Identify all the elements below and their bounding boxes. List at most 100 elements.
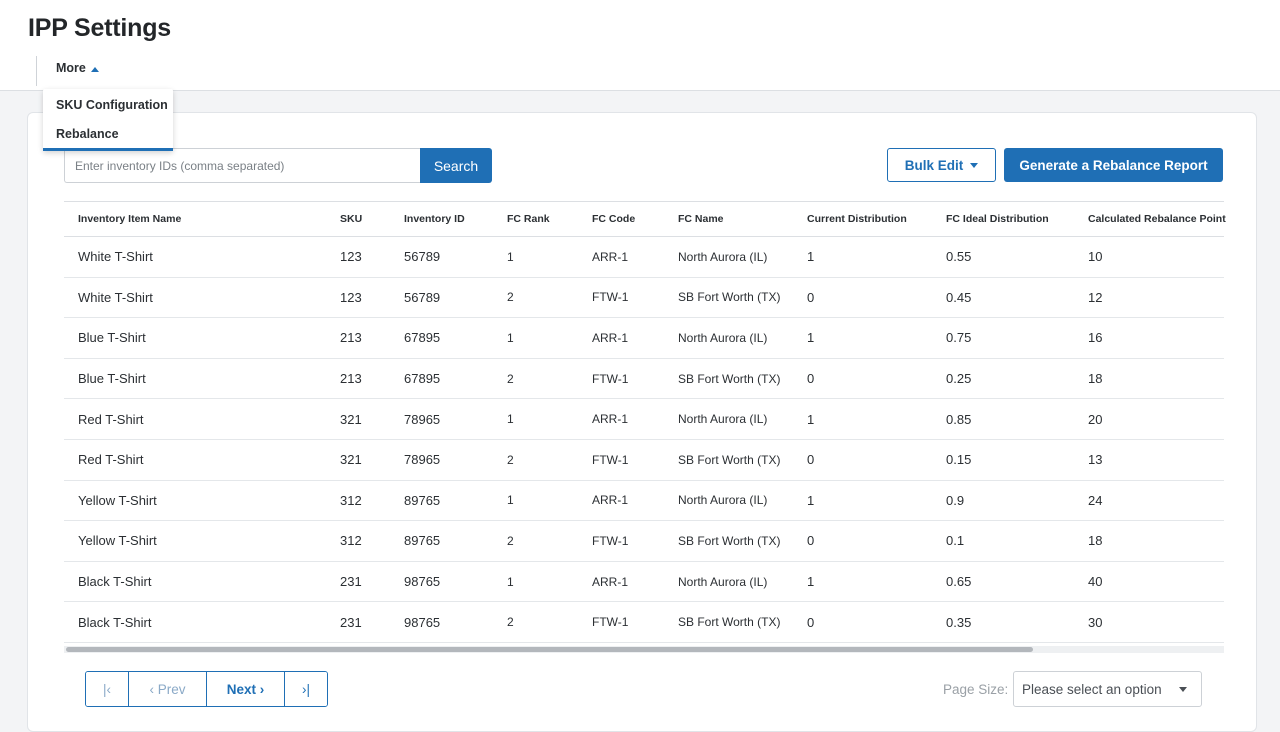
table-row[interactable]: Black T-Shirt 231 98765 1 ARR-1 North Aurora …: [64, 561, 1224, 603]
cell-fc-ideal-distribution: 0.65: [932, 561, 1074, 603]
cell-fc-rank: 1: [493, 398, 578, 440]
cell-current-distribution: 0: [793, 277, 932, 319]
cell-fc-ideal-distribution: 0.45: [932, 277, 1074, 319]
next-page-button[interactable]: Next ›: [207, 672, 285, 706]
column-header-fc-ideal-distribution[interactable]: FC Ideal Distribution: [932, 201, 1074, 237]
cell-item-name: Blue T-Shirt: [64, 317, 326, 359]
table-row[interactable]: White T-Shirt 123 56789 2 FTW-1 SB Fort Worth…: [64, 277, 1224, 319]
cell-fc-ideal-distribution: 0.9: [932, 480, 1074, 522]
page-header: IPP Settings More: [0, 0, 1280, 91]
cell-inventory-id: 56789: [390, 236, 493, 278]
horizontal-scrollbar[interactable]: [64, 646, 1224, 653]
cell-calculated-rebalance-point: 18: [1074, 358, 1224, 400]
cell-fc-ideal-distribution: 0.75: [932, 317, 1074, 359]
cell-item-name: Red T-Shirt: [64, 439, 326, 481]
cell-item-name: White T-Shirt: [64, 277, 326, 319]
cell-fc-code: ARR-1: [578, 561, 664, 603]
cell-item-name: Blue T-Shirt: [64, 358, 326, 400]
generate-rebalance-report-button[interactable]: Generate a Rebalance Report: [1004, 148, 1223, 182]
cell-fc-name: North Aurora (IL): [664, 480, 793, 522]
cell-fc-code: FTW-1: [578, 439, 664, 481]
table-row[interactable]: Red T-Shirt 321 78965 1 ARR-1 North Aurora (I…: [64, 398, 1224, 440]
more-menu-button[interactable]: More: [56, 61, 99, 75]
column-header-inventory-id[interactable]: Inventory ID: [390, 201, 493, 237]
cell-item-name: Black T-Shirt: [64, 561, 326, 603]
bulk-edit-button[interactable]: Bulk Edit: [887, 148, 996, 182]
cell-inventory-id: 67895: [390, 317, 493, 359]
cell-fc-rank: 2: [493, 277, 578, 319]
cell-current-distribution: 1: [793, 317, 932, 359]
inventory-search-input[interactable]: [64, 148, 420, 183]
search-button[interactable]: Search: [420, 148, 492, 183]
cell-fc-rank: 2: [493, 601, 578, 643]
page-size-label: Page Size:: [943, 682, 1009, 697]
scrollbar-thumb[interactable]: [66, 647, 1033, 652]
menu-item-rebalance[interactable]: Rebalance: [43, 120, 173, 151]
column-header-fc-code[interactable]: FC Code: [578, 201, 664, 237]
cell-fc-name: North Aurora (IL): [664, 317, 793, 359]
column-header-fc-name[interactable]: FC Name: [664, 201, 793, 237]
cell-calculated-rebalance-point: 18: [1074, 520, 1224, 562]
table-row[interactable]: Red T-Shirt 321 78965 2 FTW-1 SB Fort Worth (…: [64, 439, 1224, 481]
cell-calculated-rebalance-point: 24: [1074, 480, 1224, 522]
cell-sku: 312: [326, 480, 390, 522]
column-header-item-name[interactable]: Inventory Item Name: [64, 201, 326, 237]
cell-sku: 123: [326, 236, 390, 278]
page-size-select[interactable]: Please select an option: [1013, 671, 1202, 707]
table-row[interactable]: Black T-Shirt 231 98765 2 FTW-1 SB Fort Worth…: [64, 601, 1224, 643]
cell-fc-code: FTW-1: [578, 520, 664, 562]
cell-fc-code: ARR-1: [578, 480, 664, 522]
column-header-current-distribution[interactable]: Current Distribution: [793, 201, 932, 237]
prev-page-button[interactable]: ‹ Prev: [129, 672, 207, 706]
cell-fc-rank: 2: [493, 520, 578, 562]
column-header-calculated-rebalance-point[interactable]: Calculated Rebalance Point: [1074, 201, 1226, 237]
cell-inventory-id: 67895: [390, 358, 493, 400]
cell-item-name: Yellow T-Shirt: [64, 480, 326, 522]
column-header-sku[interactable]: SKU: [326, 201, 390, 237]
cell-calculated-rebalance-point: 16: [1074, 317, 1224, 359]
cell-fc-code: FTW-1: [578, 358, 664, 400]
menu-item-sku-configuration[interactable]: SKU Configuration: [56, 97, 168, 112]
table-row[interactable]: Yellow T-Shirt 312 89765 1 ARR-1 North Aurora…: [64, 480, 1224, 522]
cell-inventory-id: 98765: [390, 561, 493, 603]
last-page-button[interactable]: ›|: [285, 672, 327, 706]
table-row[interactable]: Yellow T-Shirt 312 89765 2 FTW-1 SB Fort Wort…: [64, 520, 1224, 562]
table-header-row: Inventory Item Name SKU Inventory ID FC Ran…: [64, 201, 1226, 237]
cell-fc-ideal-distribution: 0.85: [932, 398, 1074, 440]
cell-fc-rank: 1: [493, 317, 578, 359]
cell-fc-name: North Aurora (IL): [664, 398, 793, 440]
first-page-button[interactable]: |‹: [86, 672, 129, 706]
cell-inventory-id: 89765: [390, 480, 493, 522]
cell-fc-name: SB Fort Worth (TX): [664, 601, 793, 643]
cell-fc-code: ARR-1: [578, 317, 664, 359]
column-header-fc-rank[interactable]: FC Rank: [493, 201, 578, 237]
cell-fc-code: ARR-1: [578, 398, 664, 440]
table-row[interactable]: Blue T-Shirt 213 67895 1 ARR-1 North Aurora (…: [64, 317, 1224, 359]
nav-divider: [36, 56, 37, 86]
cell-inventory-id: 98765: [390, 601, 493, 643]
chevron-down-icon: [970, 162, 979, 168]
cell-fc-name: SB Fort Worth (TX): [664, 439, 793, 481]
more-dropdown-menu: SKU Configuration Rebalance: [43, 89, 173, 151]
cell-sku: 231: [326, 561, 390, 603]
cell-item-name: Yellow T-Shirt: [64, 520, 326, 562]
chevron-down-icon: [1179, 687, 1187, 692]
cell-fc-name: SB Fort Worth (TX): [664, 277, 793, 319]
cell-current-distribution: 0: [793, 358, 932, 400]
cell-fc-name: North Aurora (IL): [664, 236, 793, 278]
cell-fc-rank: 1: [493, 236, 578, 278]
cell-item-name: Black T-Shirt: [64, 601, 326, 643]
table-row[interactable]: Blue T-Shirt 213 67895 2 FTW-1 SB Fort Worth …: [64, 358, 1224, 400]
cell-sku: 213: [326, 317, 390, 359]
table-row[interactable]: White T-Shirt 123 56789 1 ARR-1 North Aurora …: [64, 236, 1224, 278]
page-size-value: Please select an option: [1022, 681, 1162, 697]
cell-fc-rank: 2: [493, 439, 578, 481]
cell-calculated-rebalance-point: 40: [1074, 561, 1224, 603]
cell-current-distribution: 1: [793, 236, 932, 278]
cell-fc-ideal-distribution: 0.35: [932, 601, 1074, 643]
cell-sku: 321: [326, 439, 390, 481]
cell-current-distribution: 1: [793, 398, 932, 440]
cell-fc-code: FTW-1: [578, 601, 664, 643]
rebalance-table: Inventory Item Name SKU Inventory ID FC Ran…: [64, 201, 1226, 643]
table-body: White T-Shirt 123 56789 1 ARR-1 North Aurora …: [64, 236, 1224, 643]
